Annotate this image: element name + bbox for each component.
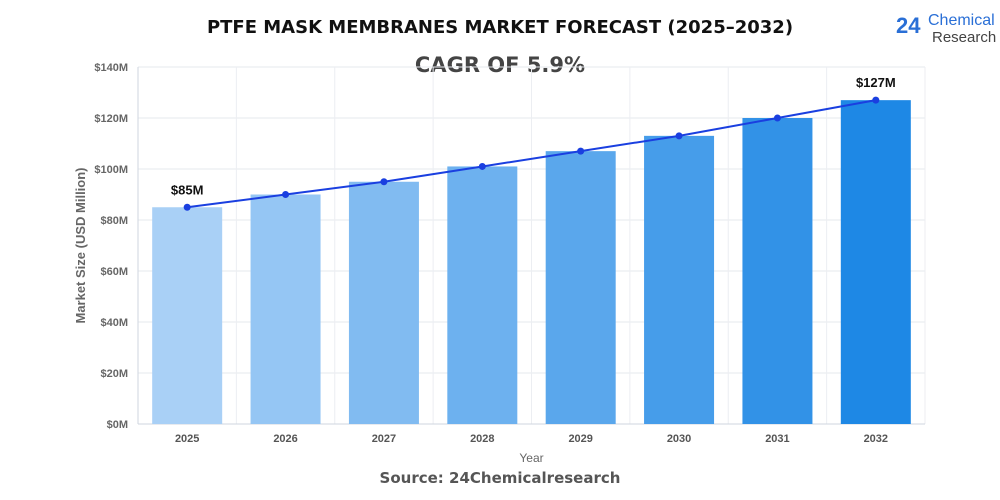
bar-2026 bbox=[250, 194, 321, 424]
bar-2029 bbox=[545, 151, 616, 424]
y-tick-label: $120M bbox=[94, 113, 128, 125]
bar-2032 bbox=[840, 100, 911, 425]
trend-point bbox=[478, 162, 486, 170]
y-tick-label: $60M bbox=[100, 266, 128, 278]
logo-number: 24 bbox=[896, 13, 921, 38]
bar-2031 bbox=[742, 118, 813, 424]
y-tick-label: $0M bbox=[107, 419, 128, 431]
y-tick-label: $100M bbox=[94, 164, 128, 176]
y-tick-label: $140M bbox=[94, 62, 128, 74]
trend-point bbox=[183, 203, 191, 211]
trend-point bbox=[577, 147, 585, 155]
bar-2030 bbox=[644, 135, 715, 424]
x-tick-label: 2025 bbox=[175, 433, 199, 445]
trend-line bbox=[187, 99, 876, 209]
x-tick-label: 2029 bbox=[568, 433, 592, 445]
source-note: Source: 24Chemicalresearch bbox=[379, 469, 621, 487]
trend-point bbox=[675, 132, 683, 140]
bar-2025 bbox=[152, 207, 223, 424]
trend-point bbox=[872, 96, 880, 104]
logo-line2: Research bbox=[932, 29, 997, 46]
data-label: $127M bbox=[856, 75, 896, 90]
x-tick-label: 2032 bbox=[864, 433, 888, 445]
x-tick-label: 2031 bbox=[765, 433, 789, 445]
chart-title: PTFE MASK MEMBRANES MARKET FORECAST (202… bbox=[206, 17, 794, 38]
trend-point bbox=[380, 178, 388, 186]
y-tick-label: $40M bbox=[100, 317, 128, 329]
y-axis-title: Market Size (USD Million) bbox=[73, 167, 88, 323]
x-tick-label: 2026 bbox=[273, 433, 297, 445]
data-label: $85M bbox=[171, 182, 204, 197]
y-tick-label: $80M bbox=[100, 215, 128, 227]
y-tick-label: $20M bbox=[100, 368, 128, 380]
x-tick-label: 2028 bbox=[470, 433, 494, 445]
trend-point bbox=[773, 114, 781, 122]
x-axis-title: Year bbox=[519, 451, 543, 465]
bar-2027 bbox=[348, 181, 419, 424]
bar-2028 bbox=[447, 166, 518, 424]
trend-point bbox=[282, 191, 290, 198]
x-tick-label: 2030 bbox=[667, 433, 691, 445]
x-tick-label: 2027 bbox=[372, 433, 396, 445]
cagr-subtitle: CAGR OF 5.9% bbox=[414, 53, 586, 77]
logo-line1: Chemical bbox=[928, 12, 995, 29]
